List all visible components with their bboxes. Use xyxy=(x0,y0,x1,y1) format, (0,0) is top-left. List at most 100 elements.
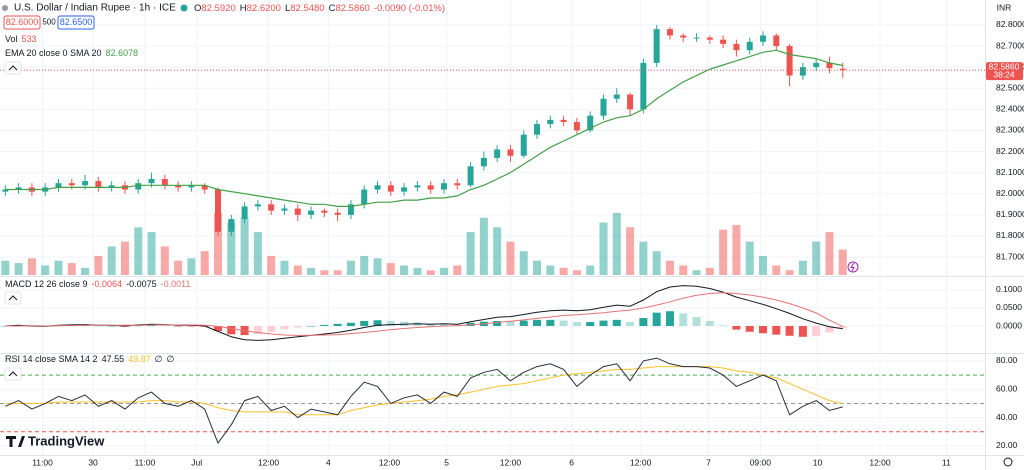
histogram-bar xyxy=(346,322,355,327)
histogram-bar xyxy=(639,318,648,327)
collapse-button[interactable] xyxy=(4,291,22,305)
candle-body xyxy=(534,124,541,135)
histogram-bar xyxy=(692,316,701,327)
y-tick-label: 0.0000 xyxy=(996,320,1022,330)
volume-bar xyxy=(599,222,608,275)
candle-body xyxy=(680,35,687,38)
histogram-bar xyxy=(812,326,821,337)
collapse-button[interactable] xyxy=(4,367,22,381)
candle-body xyxy=(653,29,660,63)
histogram-bar xyxy=(798,326,807,337)
x-tick-label: 12:00 xyxy=(869,457,891,467)
volume-bar xyxy=(200,251,209,275)
events-bolt xyxy=(850,262,855,272)
volume-bar xyxy=(174,260,183,275)
volume-bar xyxy=(705,267,714,275)
volume-name: Vol xyxy=(5,34,18,44)
volume-bar xyxy=(798,260,807,275)
rsi-legend: RSI 14 close SMA 14 2 47.55 49.87 ∅ ∅ xyxy=(5,354,174,364)
candle-body xyxy=(347,204,354,215)
candle-body xyxy=(387,185,394,192)
histogram-bar xyxy=(533,319,542,327)
volume-value: 533 xyxy=(22,34,37,44)
histogram-bar xyxy=(745,326,754,332)
market-status xyxy=(180,4,188,12)
histogram-bar xyxy=(426,323,435,327)
x-tick-label: 30 xyxy=(88,457,98,467)
quote-key: O xyxy=(194,3,201,14)
y-tick-label: 82.0000 xyxy=(996,188,1024,198)
buy-button[interactable] xyxy=(57,15,95,30)
volume-bar xyxy=(160,246,169,275)
histogram-bar xyxy=(227,326,236,335)
candle-body xyxy=(494,149,501,158)
volume-bar xyxy=(692,270,701,275)
x-tick-label: 10 xyxy=(813,457,823,467)
candle-body xyxy=(228,219,235,232)
candle-body xyxy=(693,37,700,39)
volume-bar xyxy=(679,265,688,275)
grid xyxy=(0,0,985,455)
volume-bar xyxy=(67,263,76,275)
x-tick-label: 12:00 xyxy=(258,457,280,467)
volume-bar xyxy=(652,251,661,275)
rsi-line xyxy=(5,357,843,445)
candle-body xyxy=(813,62,820,68)
ema-name: EMA 20 close 0 SMA 20 xyxy=(5,48,102,58)
candle-body xyxy=(135,183,142,190)
histogram-bar xyxy=(759,326,768,334)
signal-line xyxy=(5,292,844,336)
volume-bar xyxy=(293,265,302,275)
histogram-bar xyxy=(280,326,289,330)
quote-key: H xyxy=(240,3,247,14)
sell-button[interactable] xyxy=(3,15,41,30)
quote-key: L xyxy=(285,3,290,14)
volume-bar xyxy=(772,265,781,275)
collapse-button[interactable] xyxy=(4,61,22,75)
x-tick-label: Jul xyxy=(191,457,202,467)
candle-body xyxy=(613,94,620,99)
y-tick-label: 82.2000 xyxy=(996,146,1024,156)
candle-body xyxy=(454,183,461,186)
bid-price[interactable]: 82.6000 xyxy=(6,17,39,27)
candle-body xyxy=(414,185,421,188)
logo-text: TradingView xyxy=(28,433,105,448)
volume-bar xyxy=(719,229,728,275)
volume-bar xyxy=(373,258,382,275)
quote-change: -0.0090 (-0.01%) xyxy=(374,3,445,14)
volume-bar xyxy=(639,241,648,275)
macd-name: MACD 12 26 close 9 xyxy=(5,279,88,289)
settings-icon[interactable] xyxy=(1003,457,1013,467)
y-tick-label: 81.9000 xyxy=(996,209,1024,219)
volume-legend: Vol 533 xyxy=(5,34,37,44)
volume-bar xyxy=(533,260,542,275)
volume-bar xyxy=(41,265,50,275)
x-tick-label: 09:00 xyxy=(750,457,772,467)
candle-body xyxy=(587,115,594,131)
macd-legend: MACD 12 26 close 9 -0.0064 -0.0075 -0.0011 xyxy=(5,279,190,289)
candle-body xyxy=(308,210,315,215)
histogram-bar xyxy=(586,322,595,327)
histogram-bar xyxy=(94,326,103,327)
volume-bar xyxy=(519,251,528,275)
histogram-bar xyxy=(772,326,781,335)
candle-body xyxy=(733,43,740,51)
histogram-bar xyxy=(825,326,834,333)
histogram-bar xyxy=(599,320,608,327)
symbol-icon xyxy=(2,5,8,11)
candle-body xyxy=(573,121,580,131)
volume-bar xyxy=(759,255,768,275)
candle-body xyxy=(640,62,647,110)
volume-bar xyxy=(240,217,249,275)
macd-line xyxy=(5,285,843,341)
ema-line xyxy=(5,49,843,207)
histogram-bar xyxy=(626,322,635,327)
ask-price[interactable]: 82.6500 xyxy=(60,17,93,27)
histogram-bar xyxy=(719,325,728,327)
collapse-icon xyxy=(8,295,18,301)
legend: U.S. Dollar / Indian Rupee · 1h · ICE O8… xyxy=(2,3,445,381)
volume-bar xyxy=(785,270,794,275)
y-tick-label: 80.00 xyxy=(996,355,1018,365)
volume-bar xyxy=(626,227,635,275)
